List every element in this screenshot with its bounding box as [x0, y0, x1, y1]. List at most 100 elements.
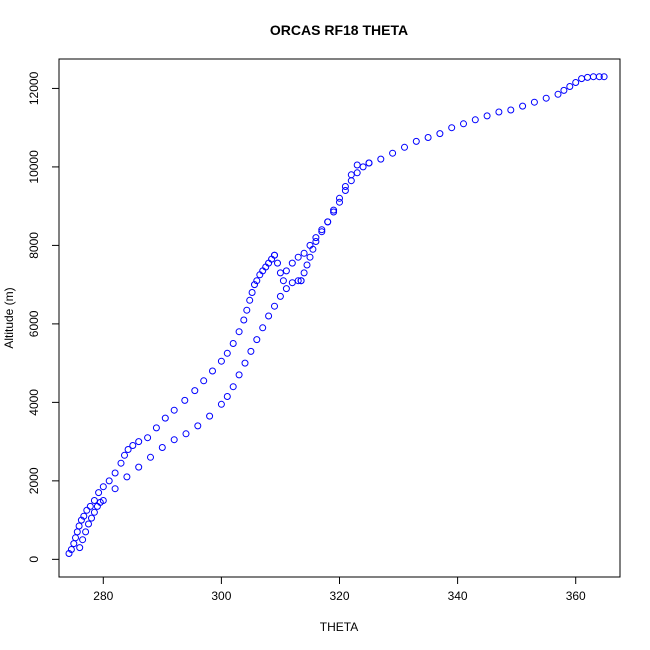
data-point [70, 540, 78, 548]
data-point [248, 289, 256, 296]
data-point [365, 159, 373, 167]
data-point [507, 106, 515, 114]
data-point [217, 400, 225, 408]
data-point [309, 245, 317, 253]
y-tick-label: 4000 [27, 389, 41, 416]
data-point [542, 94, 550, 102]
data-point [161, 414, 169, 422]
data-point [377, 155, 385, 163]
data-point [306, 253, 314, 261]
data-point [294, 277, 302, 285]
data-point [135, 463, 143, 471]
data-point [253, 277, 261, 285]
data-point [217, 357, 225, 365]
data-point [82, 528, 90, 536]
data-point [247, 347, 255, 355]
data-point [194, 422, 202, 430]
data-point [347, 177, 355, 185]
data-point [312, 238, 320, 245]
data-point [243, 306, 251, 314]
data-point [294, 253, 302, 261]
x-axis: 280 300 320 340 360 [93, 576, 586, 603]
data-point [229, 383, 237, 391]
data-point [279, 277, 287, 285]
data-point [73, 528, 81, 536]
data-point [83, 506, 91, 514]
data-point [471, 116, 479, 124]
data-point [170, 406, 178, 414]
data-point [129, 442, 137, 449]
data-point [300, 269, 308, 277]
data-point [341, 187, 349, 194]
x-tick-label: 300 [211, 589, 231, 603]
data-point [90, 497, 98, 504]
data-point [182, 430, 190, 438]
data-point [274, 259, 281, 267]
data-point [209, 367, 216, 375]
data-point [99, 497, 107, 504]
data-point [389, 149, 397, 157]
data-point [312, 234, 320, 242]
data-point [200, 377, 208, 385]
data-point [144, 434, 152, 442]
data-point [111, 469, 119, 477]
data-point [88, 514, 95, 522]
x-tick-label: 320 [329, 589, 349, 603]
x-tick-label: 360 [566, 589, 586, 603]
data-point [85, 520, 92, 528]
data-point [86, 502, 94, 510]
x-tick-label: 280 [93, 589, 113, 603]
data-point [288, 259, 296, 267]
y-tick-label: 6000 [27, 310, 41, 337]
data-point [235, 371, 243, 379]
data-point [121, 451, 128, 459]
data-point [229, 340, 237, 347]
data-point [152, 424, 160, 432]
data-point [595, 73, 603, 81]
data-point [276, 269, 284, 277]
data-point [401, 143, 408, 151]
data-point [90, 508, 98, 516]
data-point [519, 102, 527, 110]
y-tick-label: 10000 [27, 150, 41, 184]
data-point [483, 112, 491, 120]
y-axis-label: Altitude (m) [2, 287, 16, 348]
data-point [347, 171, 355, 179]
data-point [297, 277, 305, 285]
data-point [589, 73, 597, 81]
data-point [206, 412, 214, 420]
data-point [324, 218, 332, 226]
data-point [353, 161, 361, 169]
data-point [276, 292, 284, 300]
data-point [76, 544, 84, 552]
data-point [578, 75, 586, 83]
data-point [105, 477, 113, 485]
data-point [300, 249, 308, 257]
data-point [253, 336, 261, 344]
data-point [235, 328, 243, 336]
data-point [241, 359, 249, 367]
data-point [336, 198, 343, 206]
data-point [303, 261, 311, 269]
data-point [99, 483, 107, 491]
data-point [123, 473, 131, 481]
data-point [246, 296, 254, 304]
data-point [170, 436, 178, 444]
y-axis: 0 2000 4000 6000 8000 10000 12000 [27, 71, 60, 563]
data-point [330, 208, 338, 216]
data-point [271, 251, 278, 259]
data-point [72, 534, 79, 542]
data-point [448, 124, 456, 132]
data-point [318, 228, 326, 236]
data-point [424, 134, 432, 141]
data-point [223, 349, 231, 357]
data-point [412, 137, 420, 145]
data-point [135, 438, 143, 446]
data-point [566, 83, 574, 90]
data-point [67, 546, 75, 553]
data-point [223, 393, 231, 400]
data-point [259, 324, 267, 332]
data-point [353, 169, 361, 177]
data-point [181, 396, 189, 404]
